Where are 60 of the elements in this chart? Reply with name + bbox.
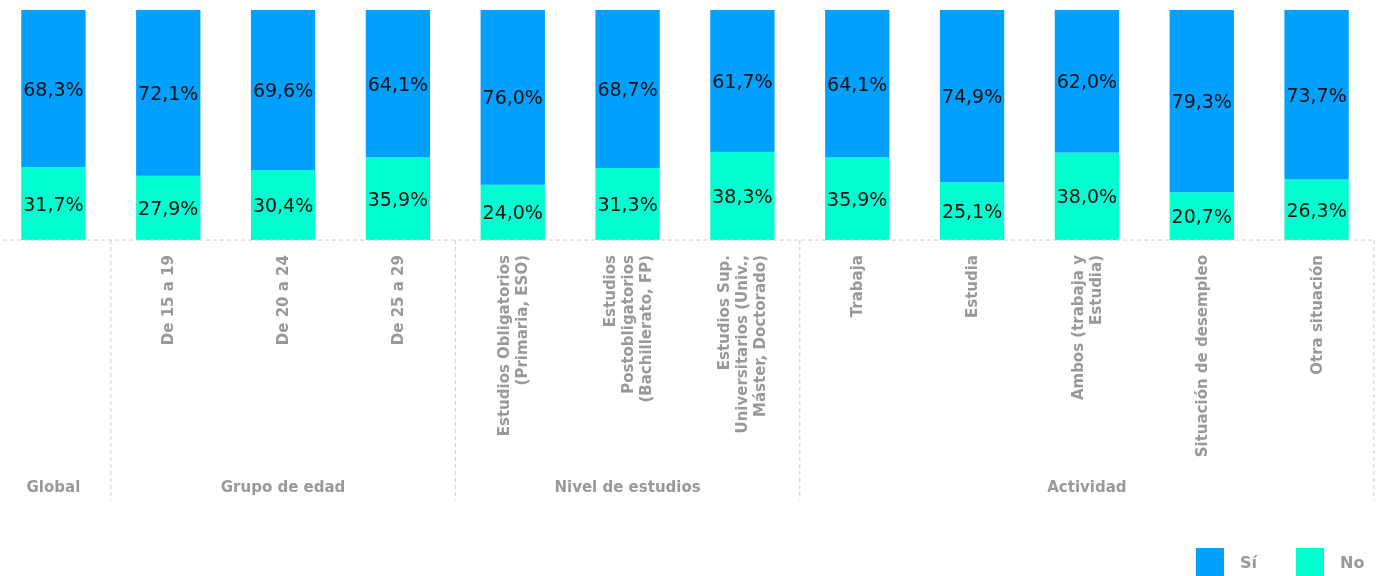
data-label: 73,7% xyxy=(1286,83,1347,106)
data-label: 30,4% xyxy=(252,194,314,217)
data-label: 31,3% xyxy=(597,193,658,216)
bar xyxy=(1284,10,1349,180)
data-label: 64,1% xyxy=(367,72,429,95)
x-tick-label: De 20 a 24 xyxy=(274,255,293,346)
data-label: 31,7% xyxy=(23,192,84,215)
data-label: 64,1% xyxy=(827,72,888,95)
bar xyxy=(1054,10,1120,153)
data-label: 72,1% xyxy=(138,81,199,104)
data-label: 61,7% xyxy=(712,69,773,92)
x-tick-label: Estudia xyxy=(963,255,982,319)
x-tick-label: De 15 a 19 xyxy=(159,255,178,346)
bar xyxy=(939,10,1005,183)
data-label: 76,0% xyxy=(482,86,543,109)
bar xyxy=(250,170,316,240)
data-label: 24,0% xyxy=(482,201,543,224)
bar xyxy=(710,10,775,152)
bar xyxy=(365,157,431,240)
x-tick-label: Situación de desempleo xyxy=(1192,255,1211,458)
text: Grupo de edad xyxy=(220,478,346,496)
bar xyxy=(365,10,431,158)
x-tick-label: Trabaja xyxy=(848,255,867,318)
data-label: 68,3% xyxy=(23,77,84,100)
bar xyxy=(1054,152,1120,240)
bar xyxy=(480,10,545,185)
data-label: 25,1% xyxy=(941,200,1003,223)
x-tick-label: Ambos (trabaja y Estudia) xyxy=(1068,254,1105,401)
text: Actividad xyxy=(1047,478,1127,496)
legend-label: No xyxy=(1340,552,1365,572)
data-label: 38,3% xyxy=(712,184,773,207)
data-label: 74,9% xyxy=(941,85,1003,108)
data-label: 38,0% xyxy=(1056,185,1118,208)
data-label: 79,3% xyxy=(1171,90,1232,113)
data-label: 68,7% xyxy=(597,78,658,100)
data-label: 35,9% xyxy=(827,187,888,210)
bar xyxy=(710,151,775,240)
x-tick-label: Estudios Sup. Universitarios (Univ., Máster, Doctorado) xyxy=(715,255,770,434)
bar xyxy=(825,157,890,240)
x-tick-label: De 25 a 29 xyxy=(388,255,407,346)
bar xyxy=(595,168,660,240)
bar xyxy=(250,10,316,171)
bar xyxy=(21,167,86,240)
data-label: 27,9% xyxy=(138,196,199,219)
x-tick-label: Estudios Postobligatorios (Bachillerato, FP) xyxy=(600,254,655,403)
x-tick-label: Estudios Obligatorios (Primaria, ESO) xyxy=(494,254,531,437)
bar xyxy=(595,10,660,169)
data-label: 69,6% xyxy=(252,79,314,102)
bar xyxy=(136,10,201,176)
data-label: 62,0% xyxy=(1056,70,1118,93)
x-tick-label: Otra situación xyxy=(1307,255,1326,375)
bar xyxy=(21,10,86,168)
legend-label: Sí xyxy=(1240,552,1259,572)
text: Nivel de estudios xyxy=(554,478,701,496)
text: Global xyxy=(26,478,81,496)
bar xyxy=(825,10,890,158)
data-label: 20,7% xyxy=(1171,205,1232,228)
data-label: 35,9% xyxy=(367,187,429,210)
bar xyxy=(1169,10,1234,193)
data-label: 26,3% xyxy=(1286,198,1347,221)
